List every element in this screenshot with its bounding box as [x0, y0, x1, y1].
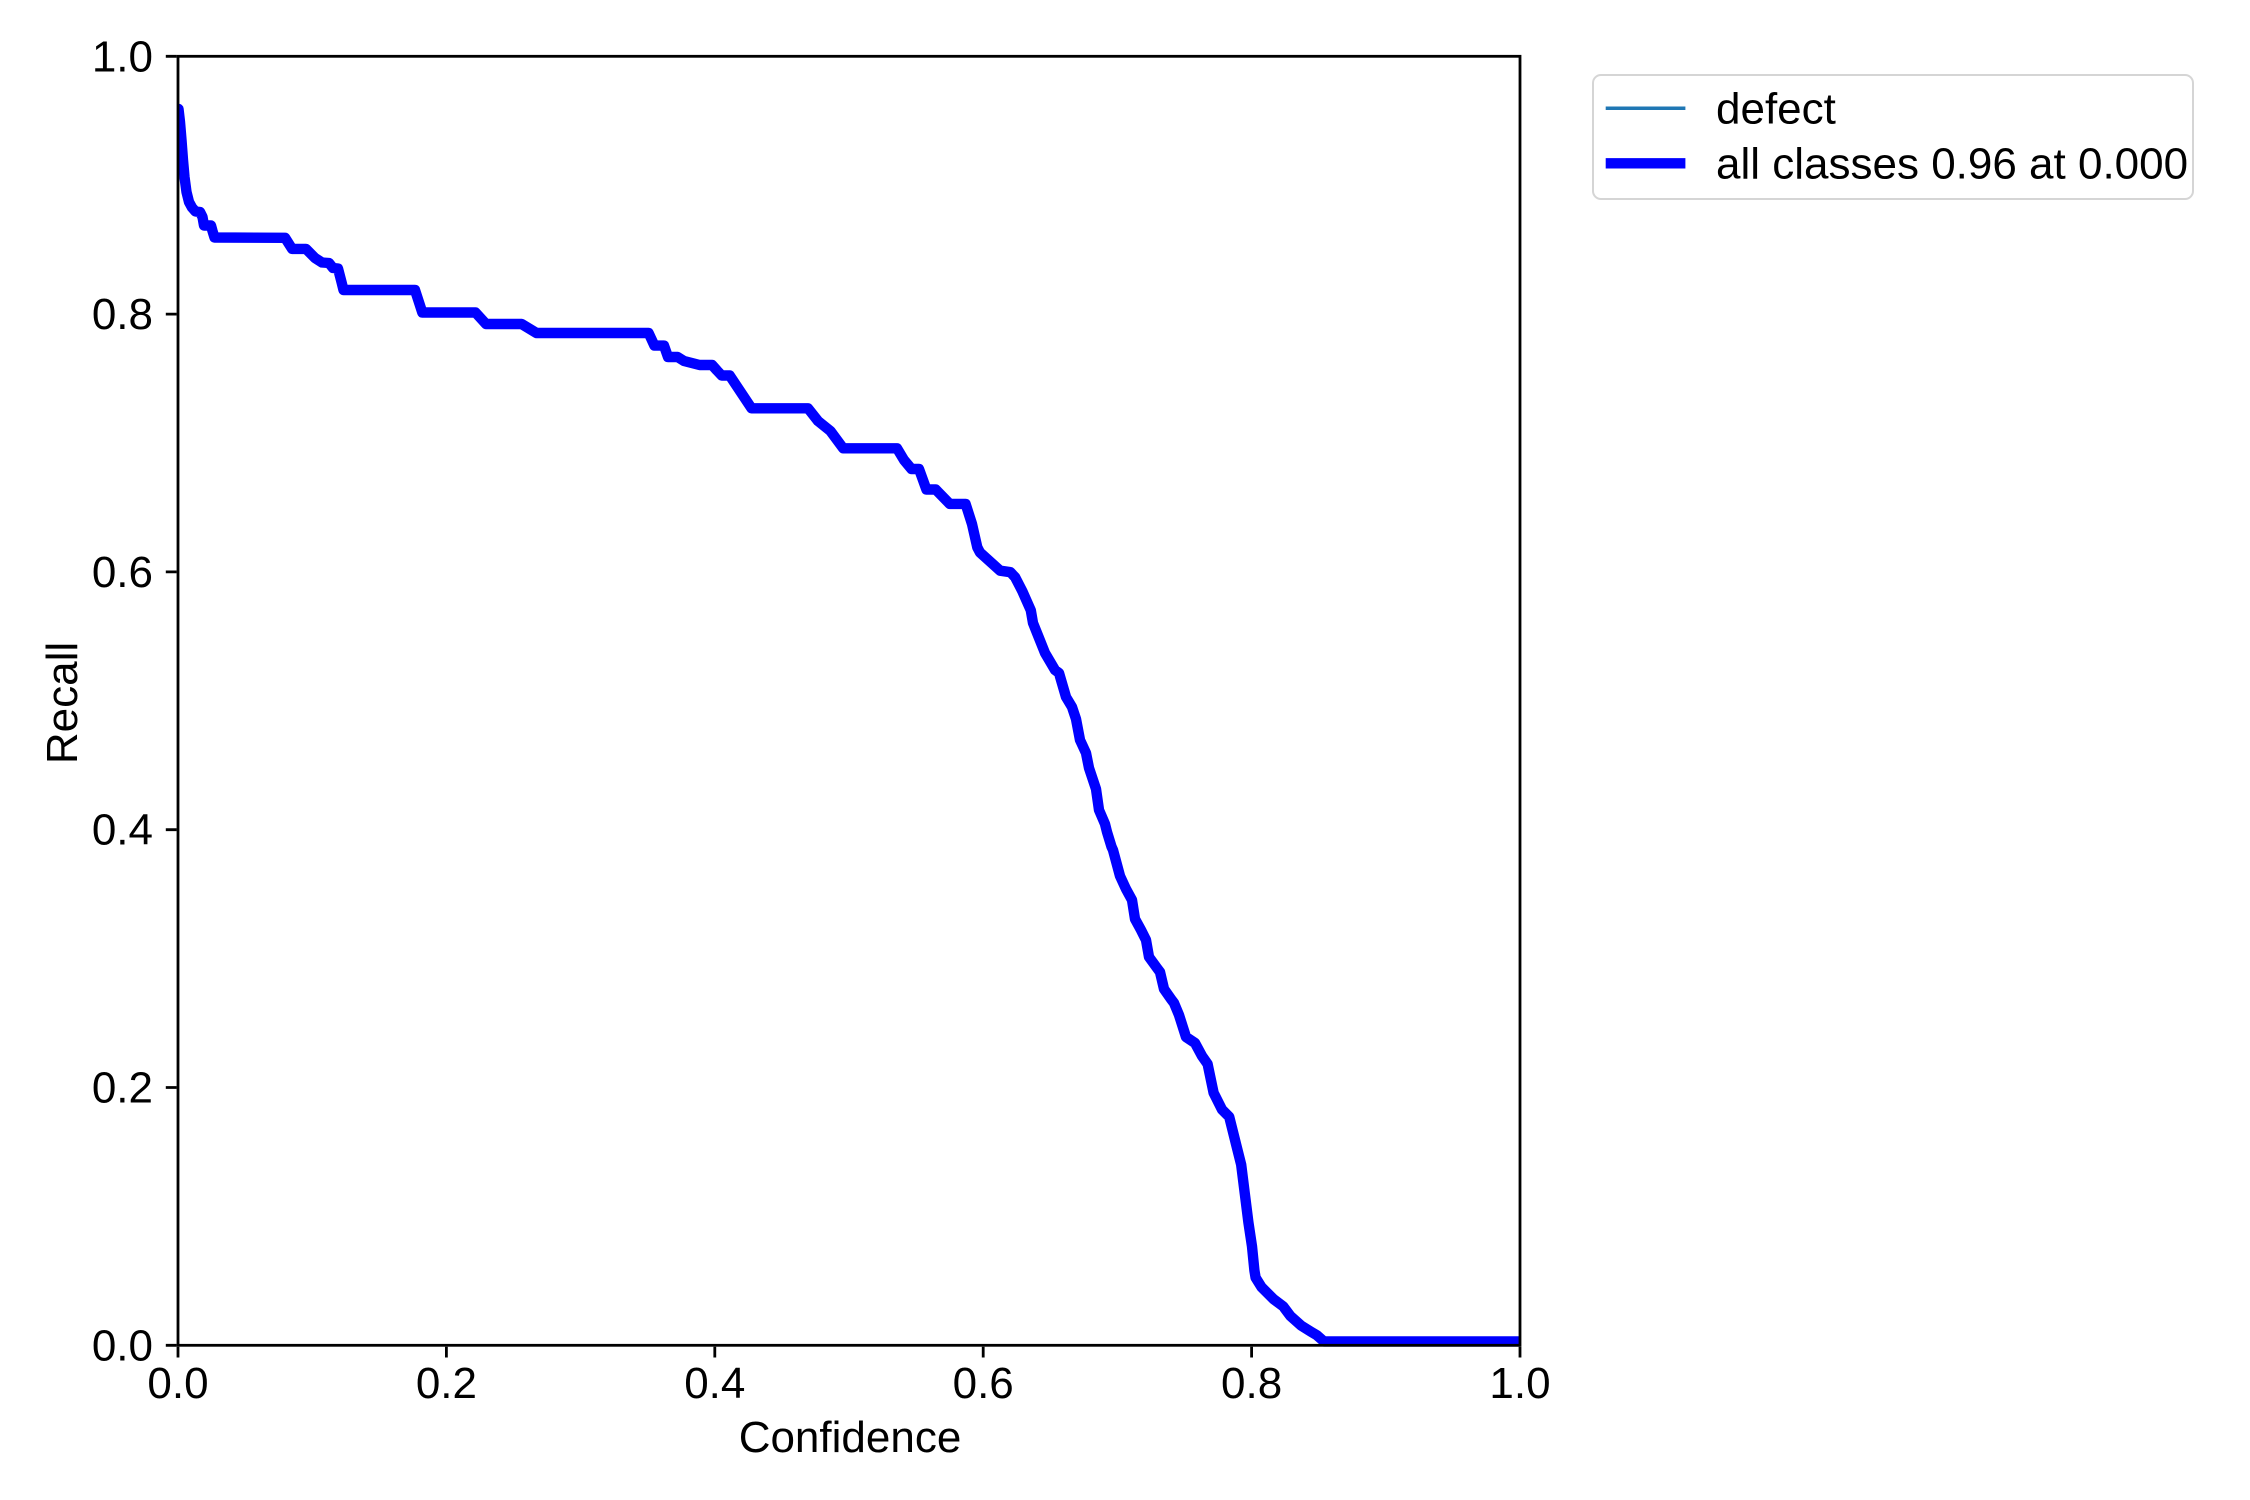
svg-text:1.0: 1.0: [92, 32, 153, 81]
svg-text:0.8: 0.8: [92, 290, 153, 339]
svg-text:defect: defect: [1716, 84, 1836, 133]
svg-text:0.0: 0.0: [92, 1321, 153, 1370]
svg-text:0.4: 0.4: [684, 1359, 745, 1408]
svg-text:0.8: 0.8: [1221, 1359, 1282, 1408]
svg-text:0.6: 0.6: [92, 548, 153, 597]
svg-text:0.4: 0.4: [92, 806, 153, 855]
svg-text:0.6: 0.6: [953, 1359, 1014, 1408]
svg-text:1.0: 1.0: [1489, 1359, 1550, 1408]
svg-text:0.0: 0.0: [147, 1359, 208, 1408]
svg-text:Recall: Recall: [38, 642, 87, 764]
svg-text:0.2: 0.2: [92, 1064, 153, 1113]
svg-text:0.2: 0.2: [416, 1359, 477, 1408]
svg-text:Confidence: Confidence: [739, 1413, 962, 1462]
svg-text:all classes 0.96 at 0.000: all classes 0.96 at 0.000: [1716, 139, 2188, 188]
